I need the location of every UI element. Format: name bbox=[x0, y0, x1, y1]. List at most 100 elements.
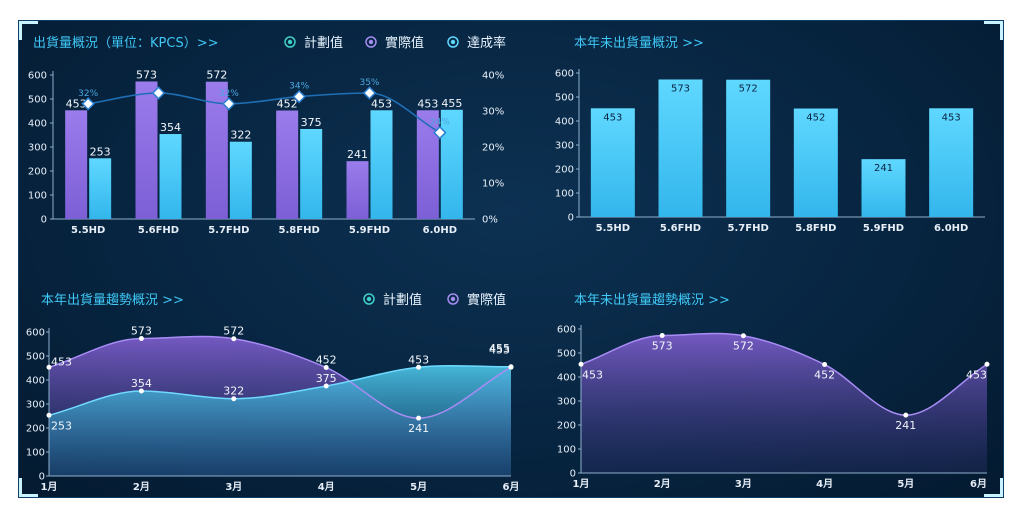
bar-plan bbox=[135, 81, 158, 219]
point-actual bbox=[46, 412, 52, 418]
area-unshipped-label: 572 bbox=[733, 340, 754, 353]
y-tick-label: 400 bbox=[557, 373, 576, 384]
legend-rate-dot-icon bbox=[450, 39, 456, 45]
bar-plan bbox=[205, 81, 228, 219]
rate-point bbox=[292, 89, 306, 104]
point-plan bbox=[46, 364, 52, 370]
y-tick-label: 100 bbox=[555, 189, 574, 200]
x-tick-label: 5.5HD bbox=[71, 225, 105, 236]
corner-decoration bbox=[984, 21, 1003, 40]
x-tick-label: 5.9FHD bbox=[863, 223, 904, 234]
y-tick-label: 100 bbox=[557, 445, 576, 456]
y-tick-label: 300 bbox=[555, 141, 574, 152]
y-tick-label: 600 bbox=[26, 328, 45, 339]
area-actual-label: 354 bbox=[131, 377, 152, 390]
point-unshipped bbox=[578, 361, 584, 367]
legend-trend-actual-label: 實際值 bbox=[467, 292, 506, 308]
bar-plan-label: 572 bbox=[206, 69, 227, 82]
area-plan-label: 573 bbox=[131, 324, 152, 337]
bar-unshipped bbox=[861, 159, 906, 217]
x-tick-label: 4月 bbox=[816, 478, 833, 490]
dashboard-charts: 出貨量概況（單位：KPCS）>> 本年未出貨量概況 >> 本年出貨量趨勢概況 >… bbox=[26, 35, 990, 493]
legend-rate-icon bbox=[447, 36, 459, 48]
title-shipment-trend: 本年出貨量趨勢概況 >> bbox=[41, 292, 184, 308]
y-tick-label: 500 bbox=[26, 352, 45, 363]
legend-shipment-trend[interactable]: 計劃值 實際值 bbox=[363, 292, 506, 308]
area-actual-label: 453 bbox=[408, 353, 429, 366]
area-plan-label: 452 bbox=[316, 354, 337, 367]
rate-point bbox=[222, 97, 236, 111]
bar-unshipped-label: 573 bbox=[671, 83, 690, 94]
bar-plan-label: 453 bbox=[66, 97, 87, 110]
title-shipment-overview: 出貨量概況（單位：KPCS）>> bbox=[33, 35, 218, 51]
title-unshipped-trend: 本年未出貨量趨勢概況 >> bbox=[574, 292, 730, 308]
x-tick-label: 6月 bbox=[503, 481, 520, 493]
area-actual-label: 253 bbox=[51, 419, 72, 432]
rate-point bbox=[362, 86, 377, 100]
bar-actual bbox=[370, 110, 393, 219]
point-plan bbox=[138, 335, 144, 341]
y-tick-label: 500 bbox=[28, 95, 47, 106]
area-unshipped bbox=[581, 333, 987, 473]
area-plan-label: 453 bbox=[51, 355, 72, 368]
bar-plan bbox=[346, 161, 369, 219]
y-tick-label: 100 bbox=[26, 448, 45, 459]
x-tick-label: 5.6FHD bbox=[660, 223, 701, 234]
bar-unshipped-label: 452 bbox=[806, 113, 825, 124]
bar-plan bbox=[65, 110, 88, 219]
bar-unshipped-label: 453 bbox=[942, 112, 961, 123]
line-actual bbox=[48, 365, 512, 417]
y2-tick-label: 30% bbox=[482, 107, 504, 118]
area-unshipped-label: 453 bbox=[966, 368, 987, 381]
y-tick-label: 100 bbox=[28, 191, 47, 202]
area-unshipped-label: 452 bbox=[814, 369, 835, 382]
x-tick-label: 3月 bbox=[735, 478, 752, 490]
bar-unshipped bbox=[793, 108, 838, 217]
y2-tick-label: 40% bbox=[482, 71, 504, 82]
area-actual bbox=[49, 365, 511, 476]
bar-plan-label: 573 bbox=[136, 68, 157, 81]
legend-rate-label: 達成率 bbox=[467, 35, 506, 51]
dashboard: 出貨量概況（單位：KPCS）>> 本年未出貨量概況 >> 本年出貨量趨勢概況 >… bbox=[18, 20, 1004, 498]
point-actual bbox=[416, 364, 422, 370]
corner-decoration bbox=[19, 478, 38, 497]
title-unshipped-overview: 本年未出貨量概況 >> bbox=[574, 35, 704, 51]
x-tick-label: 5.7FHD bbox=[728, 223, 769, 234]
bar-actual-label: 354 bbox=[160, 121, 181, 134]
legend-trend-plan-dot-icon bbox=[366, 296, 372, 302]
y-tick-label: 300 bbox=[28, 143, 47, 154]
bar-unshipped bbox=[590, 108, 635, 217]
point-unshipped bbox=[984, 361, 990, 367]
legend-plan-icon bbox=[284, 36, 296, 48]
point-actual bbox=[508, 364, 514, 370]
corner-decoration bbox=[984, 478, 1003, 497]
area-plan-label: 241 bbox=[408, 422, 429, 435]
y-tick-label: 200 bbox=[555, 165, 574, 176]
chart-unshipped-overview: 0 100 200 300 400 500 600 453 5.5HD 573 5.6FHD 572 5… bbox=[555, 69, 985, 234]
legend-actual-dot-icon bbox=[368, 39, 374, 45]
y-tick-label: 0 bbox=[568, 213, 574, 224]
y2-tick-label: 10% bbox=[482, 179, 504, 190]
y-tick-label: 500 bbox=[557, 349, 576, 360]
y-tick-label: 0 bbox=[39, 472, 45, 483]
y2-tick-label: 0% bbox=[482, 215, 498, 226]
y-tick-label: 600 bbox=[28, 71, 47, 82]
x-tick-label: 5.5HD bbox=[596, 223, 630, 234]
point-unshipped bbox=[903, 412, 909, 418]
point-plan bbox=[231, 336, 237, 342]
bar-actual-label: 322 bbox=[230, 129, 251, 142]
legend-shipment-overview[interactable]: 計劃值 實際值 達成率 bbox=[284, 35, 506, 51]
y-tick-label: 300 bbox=[557, 397, 576, 408]
y-tick-label: 0 bbox=[570, 469, 576, 480]
bar-unshipped-label: 241 bbox=[874, 163, 893, 174]
y-tick-label: 200 bbox=[557, 421, 576, 432]
point-unshipped bbox=[822, 362, 828, 368]
x-tick-label: 2月 bbox=[654, 478, 671, 490]
area-actual-label: 375 bbox=[316, 372, 337, 385]
x-tick-label: 4月 bbox=[318, 481, 335, 493]
legend-trend-plan-label: 計劃值 bbox=[383, 292, 422, 308]
point-unshipped bbox=[659, 332, 665, 338]
bar-unshipped bbox=[658, 79, 703, 217]
bar-actual bbox=[440, 109, 463, 219]
x-tick-label: 3月 bbox=[225, 481, 242, 493]
